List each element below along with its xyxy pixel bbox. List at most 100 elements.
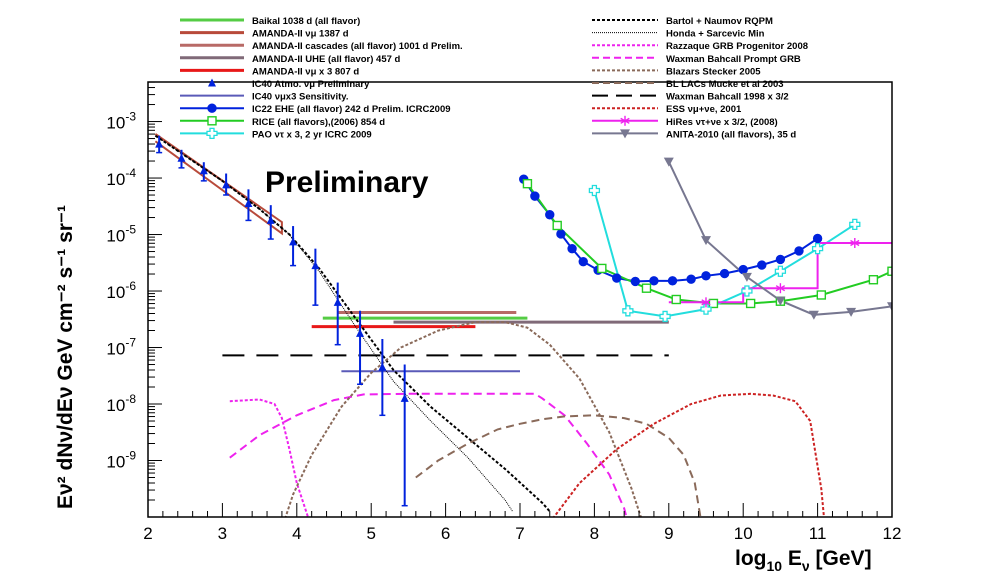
- markers-layer: [155, 135, 892, 507]
- data-point-ic22-ehe-all-flavor-242-d-prelim-icrc2009: [530, 191, 540, 201]
- data-point-hires-e-x-3-2-2008: [850, 238, 860, 249]
- x-tick-label: 2: [143, 524, 152, 543]
- y-tick-label: 10-7: [106, 336, 136, 359]
- legend-item-honda-sarcevic-min: Honda + Sarcevic Min: [592, 29, 765, 40]
- data-point-anita-2010-all-flavors-35-d: [808, 310, 819, 320]
- legend-item-ic40-atmo-preliminary: IC40 Atmo. νμ Preliminary: [208, 78, 370, 90]
- data-point-ic22-ehe-all-flavor-242-d-prelim-icrc2009: [567, 243, 577, 254]
- y-axis-label-text: Eν² dNν/dEν GeV cm⁻² s⁻¹ sr⁻¹: [54, 205, 77, 509]
- legend-item-anita-2010-all-flavors-35-d: ANITA-2010 (all flavors), 35 d: [592, 129, 796, 140]
- legend-item-rice-all-flavors-2006-854-d: RICE (all flavors),(2006) 854 d: [180, 116, 385, 128]
- legend-label: IC40 Atmo. νμ Preliminary: [252, 79, 370, 90]
- series-line-bl-lacs-mucke-et-al-2003: [415, 414, 702, 517]
- x-axis-label-text: log10 Eν [GeV]: [735, 547, 872, 574]
- data-point-anita-2010-all-flavors-35-d: [741, 272, 752, 282]
- legend-label: Bartol + Naumov RQPM: [666, 16, 773, 27]
- series-line-amanda-ii-1387-d: [154, 133, 283, 236]
- data-point-ic22-ehe-all-flavor-242-d-prelim-icrc2009: [701, 271, 711, 281]
- series-line-honda-sarcevic-min: [155, 135, 514, 512]
- data-point-ic22-ehe-all-flavor-242-d-prelim-icrc2009: [738, 264, 748, 275]
- legend-label: Blazars Stecker 2005: [666, 66, 761, 77]
- series-line-ic22-ehe-all-flavor-242-d-prelim-icrc2009: [522, 178, 819, 283]
- data-point-ic40-atmo: [222, 173, 231, 196]
- data-point-ic40-atmo: [356, 310, 365, 385]
- legend-item-bl-lacs-mucke-et-al-2003: BL LACs Mucke et al 2003: [592, 79, 784, 90]
- data-point-ic22-ehe-all-flavor-242-d-prelim-icrc2009: [719, 268, 730, 279]
- data-point-ic22-ehe-all-flavor-242-d-prelim-icrc2009: [686, 274, 696, 284]
- data-point-rice-all-flavors-2006-854-d: [671, 294, 681, 305]
- y-tick-label: 10-9: [106, 449, 136, 472]
- legend-label: ESS νμ+νe, 2001: [666, 104, 742, 115]
- y-ticks: 10-9 10-8 10-7 10-6 10-5 10-4 10-3: [106, 81, 162, 518]
- data-point-ic22-ehe-all-flavor-242-d-prelim-icrc2009: [649, 276, 659, 286]
- data-point-pao-x-3-2-yr-icrc-2009: [659, 310, 671, 323]
- legend-label: ANITA-2010 (all flavors), 35 d: [666, 129, 796, 140]
- y-axis-label: Eν² dNν/dEν GeV cm⁻² s⁻¹ sr⁻¹: [54, 205, 77, 509]
- data-point-ic22-ehe-all-flavor-242-d-prelim-icrc2009: [630, 276, 641, 287]
- legend-marker: [207, 116, 217, 126]
- legend-label: Honda + Sarcevic Min: [666, 29, 765, 40]
- data-point-anita-2010-all-flavors-35-d: [663, 157, 674, 167]
- y-tick-label: 10-3: [106, 110, 136, 133]
- legend-item-razzaque-grb-progenitor-2008: Razzaque GRB Progenitor 2008: [592, 41, 808, 52]
- y-tick-label: 10-6: [106, 279, 136, 302]
- legend-label: IC40 νμx3 Sensitivity.: [252, 92, 348, 103]
- legend-item-ess-e-2001: ESS νμ+νe, 2001: [592, 104, 742, 115]
- x-tick-label: 10: [734, 524, 753, 543]
- legend-label: BL LACs Mucke et al 2003: [666, 79, 784, 90]
- x-ticks: 2 3 4 5 6 7 8 9 10 11 12: [143, 503, 901, 543]
- legend-item-amanda-ii-x-3-807-d: AMANDA-II νμ x 3 807 d: [180, 66, 359, 77]
- data-point-ic22-ehe-all-flavor-242-d-prelim-icrc2009: [812, 233, 823, 244]
- legend-label: AMANDA-II νμ 1387 d: [252, 29, 349, 40]
- legend-item-bartol-naumov-rqpm: Bartol + Naumov RQPM: [592, 16, 773, 27]
- series-line-bartol-naumov-rqpm: [154, 134, 551, 513]
- x-tick-label: 6: [441, 524, 450, 543]
- legend-label: AMANDA-II νμ x 3 807 d: [252, 66, 359, 77]
- x-tick-label: 4: [292, 524, 301, 543]
- data-point-ic40-atmo-marker: [222, 180, 231, 189]
- data-point-ic22-ehe-all-flavor-242-d-prelim-icrc2009: [578, 256, 588, 267]
- legend-item-blazars-stecker-2005: Blazars Stecker 2005: [592, 66, 761, 77]
- legend-item-pao-x-3-2-yr-icrc-2009: PAO ντ x 3, 2 yr ICRC 2009: [180, 127, 372, 140]
- data-point-ic40-atmo-marker: [177, 153, 186, 162]
- data-point-anita-2010-all-flavors-35-d: [887, 302, 892, 312]
- data-point-anita-2010-all-flavors-35-d: [701, 236, 711, 246]
- legend-item-ic22-ehe-all-flavor-242-d-prelim-icrc2009: IC22 EHE (all flavor) 242 d Prelim. ICRC…: [180, 103, 451, 115]
- legend-item-waxman-bahcall-prompt-grb: Waxman Bahcall Prompt GRB: [592, 54, 801, 65]
- data-point-ic40-atmo: [244, 189, 253, 222]
- data-point-ic40-atmo: [289, 226, 298, 267]
- legend-label: RICE (all flavors),(2006) 854 d: [252, 117, 385, 128]
- data-point-rice-all-flavors-2006-854-d: [597, 263, 607, 274]
- data-point-ic40-atmo: [266, 205, 275, 240]
- data-point-rice-all-flavors-2006-854-d: [708, 298, 719, 309]
- legend-marker: [207, 103, 217, 113]
- series-line-razzaque-grb-progenitor-2008: [229, 398, 310, 517]
- data-point-ic40-atmo-marker: [333, 297, 342, 306]
- data-point-ic22-ehe-all-flavor-242-d-prelim-icrc2009: [556, 229, 566, 239]
- y-tick-label: 10-8: [106, 392, 136, 415]
- x-axis-label: log10 Eν [GeV]: [735, 547, 872, 574]
- x-tick-label: 8: [590, 524, 599, 543]
- data-point-rice-all-flavors-2006-854-d: [816, 290, 827, 300]
- data-point-rice-all-flavors-2006-854-d: [745, 298, 756, 309]
- series-line-waxman-bahcall-prompt-grb: [229, 392, 628, 517]
- legend-item-baikal-1038-d-all-flavor: Baikal 1038 d (all flavor): [180, 16, 360, 27]
- data-point-ic22-ehe-all-flavor-242-d-prelim-icrc2009: [775, 254, 786, 265]
- data-point-ic40-atmo-marker: [244, 198, 253, 207]
- data-point-ic40-atmo-marker: [289, 237, 298, 246]
- data-point-ic40-atmo-marker: [199, 166, 208, 175]
- data-point-pao-x-3-2-yr-icrc-2009: [774, 265, 787, 277]
- data-point-rice-all-flavors-2006-854-d: [641, 283, 652, 293]
- data-point-rice-all-flavors-2006-854-d: [887, 266, 892, 276]
- data-point-ic22-ehe-all-flavor-242-d-prelim-icrc2009: [612, 273, 622, 283]
- data-point-pao-x-3-2-yr-icrc-2009: [622, 305, 634, 317]
- data-point-ic22-ehe-all-flavor-242-d-prelim-icrc2009: [794, 246, 804, 256]
- data-point-ic40-atmo: [378, 339, 387, 417]
- x-tick-label: 5: [366, 524, 375, 543]
- data-point-ic22-ehe-all-flavor-242-d-prelim-icrc2009: [667, 276, 678, 286]
- legend-label: HiRes ντ+νe x 3/2, (2008): [666, 117, 778, 128]
- x-tick-label: 12: [883, 524, 902, 543]
- data-point-ic40-atmo-marker: [356, 328, 365, 337]
- data-point-ic40-atmo: [177, 149, 186, 169]
